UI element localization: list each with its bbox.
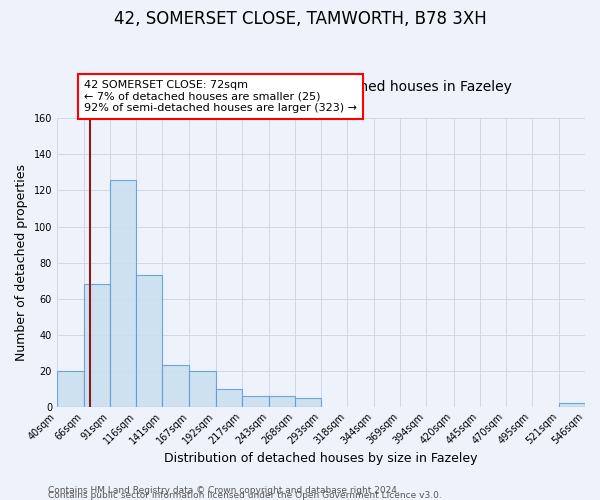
Text: Contains public sector information licensed under the Open Government Licence v3: Contains public sector information licen… (48, 491, 442, 500)
Text: Contains HM Land Registry data © Crown copyright and database right 2024.: Contains HM Land Registry data © Crown c… (48, 486, 400, 495)
Bar (163, 365, 190, 406)
Bar (57, 370, 84, 406)
Bar (559, 403, 585, 406)
Text: 42, SOMERSET CLOSE, TAMWORTH, B78 3XH: 42, SOMERSET CLOSE, TAMWORTH, B78 3XH (113, 10, 487, 28)
Bar (242, 396, 269, 406)
Bar (84, 284, 110, 406)
Bar (295, 398, 321, 406)
Text: 42 SOMERSET CLOSE: 72sqm
← 7% of detached houses are smaller (25)
92% of semi-de: 42 SOMERSET CLOSE: 72sqm ← 7% of detache… (84, 80, 357, 113)
Bar (215, 388, 242, 406)
Bar (136, 275, 163, 406)
X-axis label: Distribution of detached houses by size in Fazeley: Distribution of detached houses by size … (164, 452, 478, 465)
Bar (190, 370, 215, 406)
Title: Size of property relative to detached houses in Fazeley: Size of property relative to detached ho… (130, 80, 512, 94)
Y-axis label: Number of detached properties: Number of detached properties (15, 164, 28, 361)
Bar (110, 180, 136, 406)
Bar (269, 396, 295, 406)
